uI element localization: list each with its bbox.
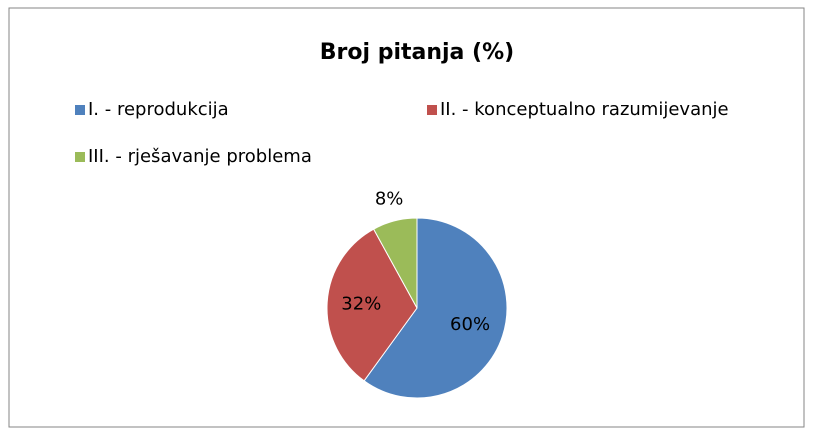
legend-label: I. - reprodukcija (88, 99, 229, 120)
pie-slice (363, 217, 508, 399)
data-label: 60% (450, 314, 490, 335)
legend-label: II. - konceptualno razumijevanje (440, 99, 729, 120)
pie-slice (326, 228, 418, 382)
chart-title: Broj pitanja (%) (320, 40, 514, 65)
data-label: 32% (341, 293, 381, 314)
data-label: 8% (375, 189, 404, 210)
legend-swatch (427, 105, 437, 115)
legend-swatch (75, 152, 85, 162)
legend-label: III. - rješavanje problema (88, 146, 312, 167)
legend-swatch (75, 105, 85, 115)
pie-slice (372, 217, 418, 309)
